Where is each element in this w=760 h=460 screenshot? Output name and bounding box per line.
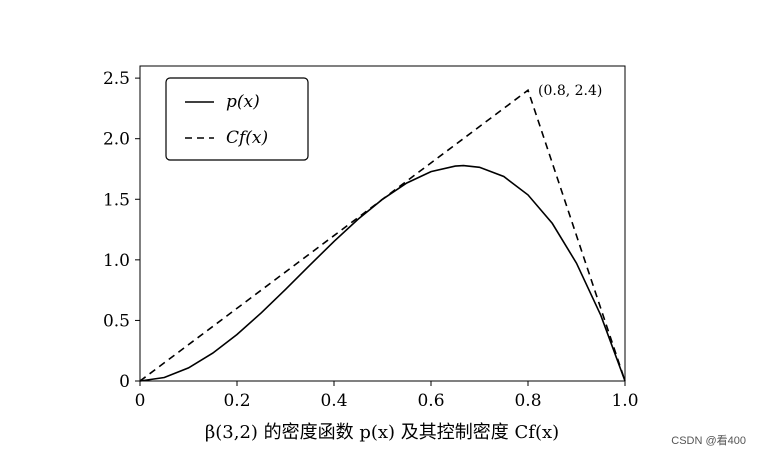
series-line-1 (139, 88, 626, 382)
plot-frame (139, 65, 626, 382)
x-tick-label: 0 (135, 391, 146, 411)
series-line-0 (139, 164, 626, 382)
plot-area (139, 88, 626, 382)
watermark: CSDN @看400 (671, 435, 746, 447)
x-tick-label: 0.8 (514, 391, 541, 411)
y-tick-label: 0 (119, 372, 130, 392)
axis-ticks: 0 0.2 0.4 0.6 0.8 1.0 0 0.5 1.0 1.5 2.0 2.5 (103, 69, 639, 411)
y-tick-label: 1.5 (103, 190, 130, 210)
x-tick-label: 0.6 (417, 391, 444, 411)
x-tick-label: 0.2 (223, 391, 250, 411)
y-tick-label: 2.5 (103, 69, 130, 89)
x-axis-label: β(3,2) 的密度函数 p(x) 及其控制密度 Cf(x) (205, 422, 559, 443)
legend: p(x) Cf(x) (165, 77, 309, 161)
legend-box (165, 77, 309, 161)
y-tick-label: 0.5 (103, 311, 130, 331)
peak-annotation: (0.8, 2.4) (538, 83, 602, 99)
y-tick-label: 1.0 (103, 251, 130, 271)
legend-label-cf: Cf(x) (226, 128, 268, 148)
y-tick-label: 2.0 (103, 130, 130, 150)
x-tick-label: 0.4 (320, 391, 347, 411)
x-tick-label: 1.0 (611, 391, 638, 411)
legend-label-p: p(x) (226, 92, 260, 112)
